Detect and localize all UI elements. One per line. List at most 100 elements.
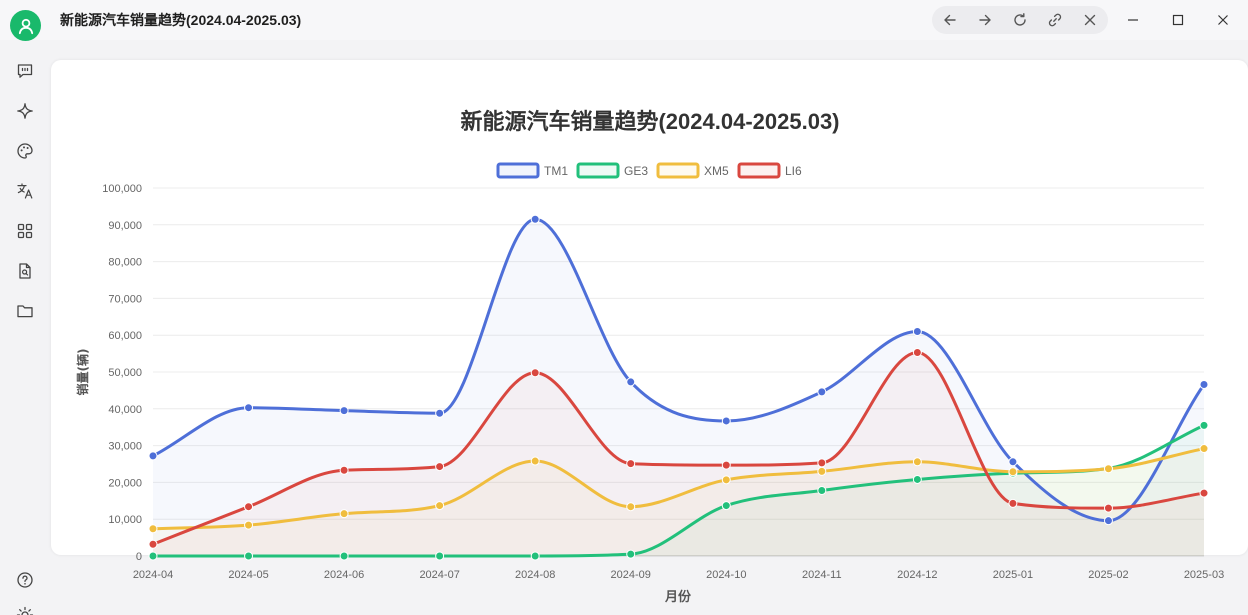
help-icon xyxy=(17,572,33,588)
legend-label: TM1 xyxy=(544,164,568,178)
data-point-ge3[interactable] xyxy=(244,551,254,561)
x-tick-label: 2024-09 xyxy=(611,569,651,581)
series-line-xm5[interactable] xyxy=(152,447,1205,531)
series-area-xm5 xyxy=(153,448,1204,556)
data-point-li6[interactable] xyxy=(435,462,445,472)
data-point-tm1[interactable] xyxy=(721,416,731,426)
data-point-tm1[interactable] xyxy=(1199,380,1209,390)
data-point-li6[interactable] xyxy=(339,465,349,475)
data-point-xm5[interactable] xyxy=(626,502,636,512)
sidebar-item-theme-toggle[interactable] xyxy=(13,603,37,615)
sidebar-item-help[interactable] xyxy=(13,568,37,592)
data-point-li6[interactable] xyxy=(1008,498,1018,508)
window-close-icon xyxy=(1218,15,1228,25)
x-tick-label: 2024-07 xyxy=(419,569,459,581)
legend-item-ge3[interactable]: GE3 xyxy=(576,162,648,179)
data-point-xm5[interactable] xyxy=(721,475,731,485)
copy-link-button[interactable] xyxy=(1041,6,1069,34)
sidebar-item-chat[interactable] xyxy=(13,59,37,83)
data-point-tm1[interactable] xyxy=(148,451,158,461)
data-point-li6[interactable] xyxy=(721,460,731,470)
data-point-tm1[interactable] xyxy=(1008,457,1018,467)
sidebar-item-theme[interactable] xyxy=(13,139,37,163)
x-tick-label: 2024-11 xyxy=(802,569,842,581)
forward-button[interactable] xyxy=(971,6,999,34)
maximize-button[interactable] xyxy=(1164,6,1192,34)
data-point-ge3[interactable] xyxy=(721,501,731,511)
data-point-tm1[interactable] xyxy=(626,377,636,387)
legend-label: XM5 xyxy=(704,164,729,178)
data-point-xm5[interactable] xyxy=(1199,444,1209,454)
data-point-tm1[interactable] xyxy=(817,387,827,397)
data-point-tm1[interactable] xyxy=(339,406,349,416)
x-tick-label: 2025-02 xyxy=(1088,569,1128,581)
x-tick-label: 2024-05 xyxy=(228,569,268,581)
data-point-ge3[interactable] xyxy=(817,485,827,495)
grid-lines xyxy=(153,187,1204,557)
y-tick-label: 80,000 xyxy=(108,257,142,269)
maximize-icon xyxy=(1172,14,1184,26)
sidebar-item-translate[interactable] xyxy=(13,179,37,203)
refresh-icon xyxy=(1014,13,1026,26)
y-tick-label: 60,000 xyxy=(108,330,142,342)
sidebar-item-doc-search[interactable] xyxy=(13,259,37,283)
legend-swatch xyxy=(737,162,781,179)
data-point-li6[interactable] xyxy=(817,458,827,468)
refresh-button[interactable] xyxy=(1006,6,1034,34)
x-tick-label: 2025-03 xyxy=(1184,569,1224,581)
data-point-xm5[interactable] xyxy=(912,457,922,467)
data-point-xm5[interactable] xyxy=(1103,464,1113,474)
sun-icon xyxy=(16,606,34,615)
data-point-xm5[interactable] xyxy=(530,456,540,466)
data-point-ge3[interactable] xyxy=(1199,420,1209,430)
data-point-xm5[interactable] xyxy=(148,524,158,534)
y-tick-label: 90,000 xyxy=(108,220,142,232)
x-tick-label: 2025-01 xyxy=(993,569,1033,581)
user-avatar[interactable] xyxy=(10,10,41,41)
data-point-li6[interactable] xyxy=(1103,503,1113,513)
legend-item-li6[interactable]: LI6 xyxy=(737,162,802,179)
data-point-ge3[interactable] xyxy=(435,551,445,561)
chart-legend[interactable]: TM1 GE3 XM5 LI6 xyxy=(496,162,802,179)
sidebar-item-files[interactable] xyxy=(13,299,37,323)
data-point-ge3[interactable] xyxy=(339,551,349,561)
data-point-tm1[interactable] xyxy=(1103,516,1113,526)
folder-icon xyxy=(17,305,33,318)
arrow-right-icon xyxy=(979,14,991,26)
data-point-tm1[interactable] xyxy=(435,408,445,418)
close-page-button[interactable] xyxy=(1076,6,1104,34)
sidebar-item-apps[interactable] xyxy=(13,219,37,243)
back-button[interactable] xyxy=(936,6,964,34)
close-icon xyxy=(1084,14,1096,26)
window-close-button[interactable] xyxy=(1209,6,1237,34)
data-point-li6[interactable] xyxy=(244,502,254,512)
legend-item-tm1[interactable]: TM1 xyxy=(496,162,568,179)
y-axis-title: 销量(辆) xyxy=(75,349,90,396)
data-point-li6[interactable] xyxy=(530,368,540,378)
data-point-tm1[interactable] xyxy=(244,403,254,413)
data-point-tm1[interactable] xyxy=(912,327,922,337)
data-point-ge3[interactable] xyxy=(148,551,158,561)
data-point-xm5[interactable] xyxy=(244,520,254,530)
data-point-xm5[interactable] xyxy=(339,509,349,519)
data-point-li6[interactable] xyxy=(148,539,158,549)
data-point-li6[interactable] xyxy=(626,459,636,469)
y-tick-label: 30,000 xyxy=(108,441,142,453)
data-point-ge3[interactable] xyxy=(912,474,922,484)
data-point-ge3[interactable] xyxy=(530,551,540,561)
data-point-li6[interactable] xyxy=(1199,488,1209,498)
data-point-xm5[interactable] xyxy=(435,501,445,511)
window-title: 新能源汽车销量趋势(2024.04-2025.03) xyxy=(60,12,302,28)
data-point-li6[interactable] xyxy=(912,347,922,357)
arrow-left-icon xyxy=(944,14,956,26)
legend-item-xm5[interactable]: XM5 xyxy=(656,162,729,179)
data-point-tm1[interactable] xyxy=(530,214,540,224)
data-point-xm5[interactable] xyxy=(1008,467,1018,477)
data-point-xm5[interactable] xyxy=(817,466,827,476)
minimize-button[interactable] xyxy=(1119,6,1147,34)
sidebar-item-ai[interactable] xyxy=(13,99,37,123)
series-points xyxy=(148,214,1209,561)
translate-icon xyxy=(17,183,33,199)
data-point-ge3[interactable] xyxy=(626,549,636,559)
